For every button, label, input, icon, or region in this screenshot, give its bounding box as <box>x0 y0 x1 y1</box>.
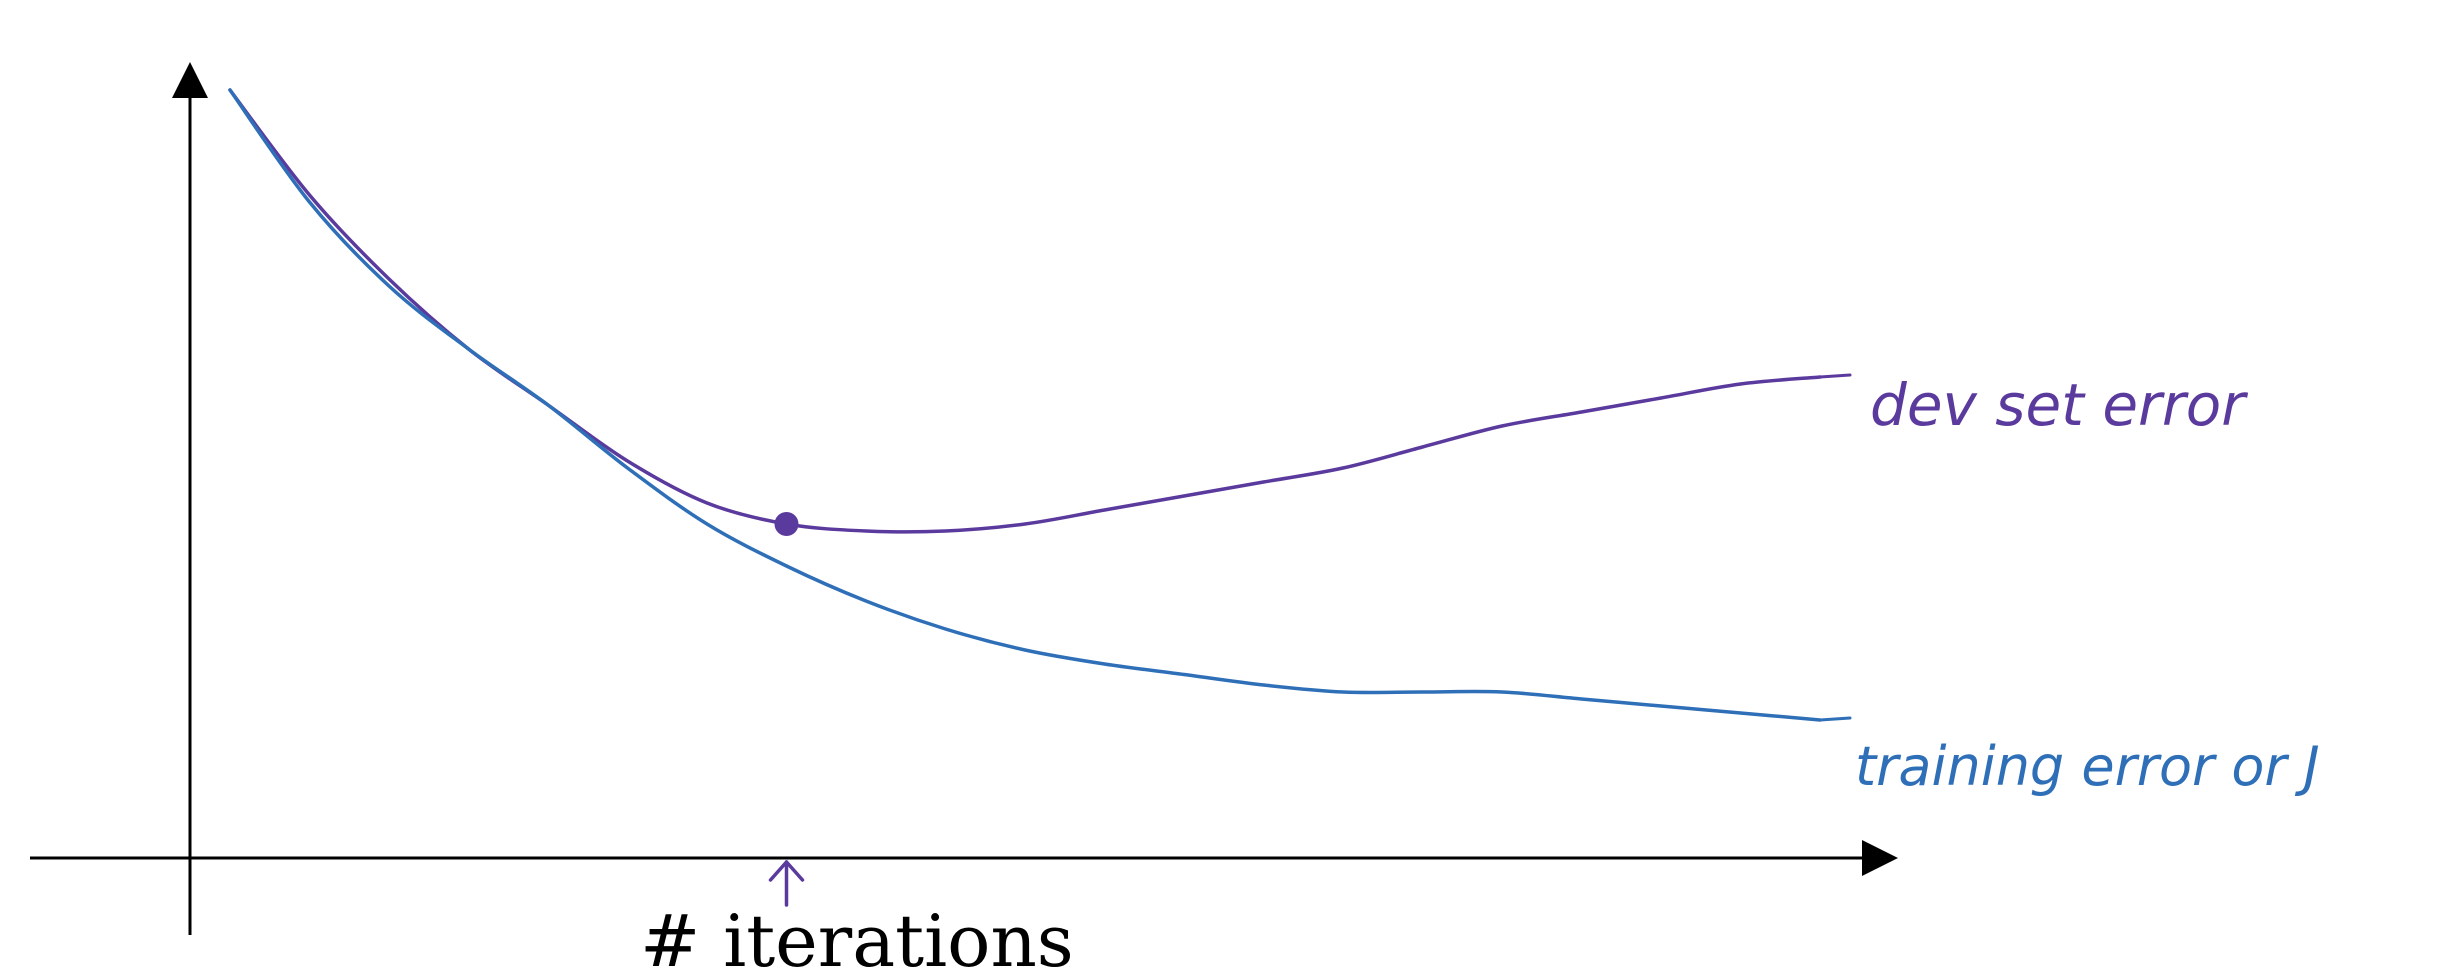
training-error-label: training error or J <box>1855 735 2320 798</box>
dev-set-error-line <box>228 88 1822 534</box>
training-error-leader <box>1818 716 1852 722</box>
dev-set-error-leader <box>1818 373 1852 379</box>
dev-set-error-label: dev set error <box>1870 371 2248 439</box>
training-error-line <box>228 88 1822 722</box>
early-stopping-point <box>774 512 799 536</box>
x-axis-label: # iterations <box>640 899 1074 980</box>
early-stopping-arrow-icon <box>768 860 805 907</box>
